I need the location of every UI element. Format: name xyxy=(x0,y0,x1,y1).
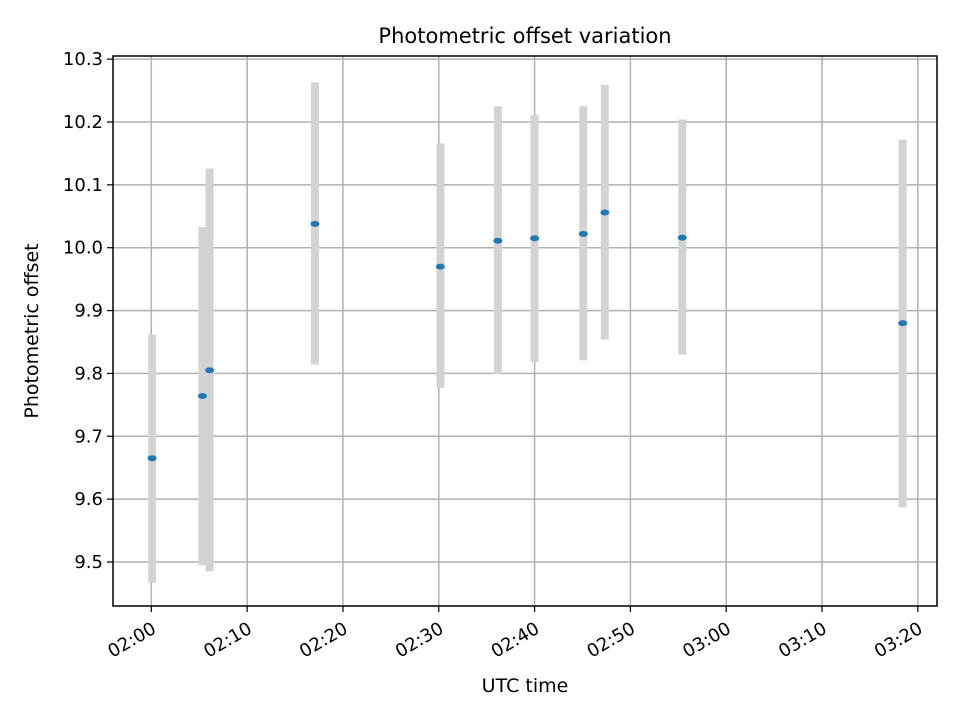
data-points xyxy=(147,209,908,462)
data-point xyxy=(197,393,207,400)
data-point xyxy=(578,230,588,237)
y-axis-label: Photometric offset xyxy=(21,243,43,418)
chart-title: Photometric offset variation xyxy=(378,24,671,48)
y-tick-label: 9.6 xyxy=(74,489,103,510)
data-point xyxy=(147,455,157,462)
y-tick-label: 9.5 xyxy=(74,552,103,573)
x-axis-label: UTC time xyxy=(482,675,569,697)
y-tick-label: 9.9 xyxy=(74,301,103,322)
y-tick-label: 10.3 xyxy=(63,49,103,70)
axes-frame xyxy=(112,55,938,607)
data-point xyxy=(677,234,687,241)
plot-frame xyxy=(112,55,938,607)
data-point xyxy=(898,320,908,327)
y-tick-label: 10.0 xyxy=(63,238,103,259)
grid xyxy=(113,56,937,606)
data-point xyxy=(600,209,610,216)
data-point xyxy=(435,263,445,270)
data-point xyxy=(205,367,215,374)
data-point xyxy=(310,220,320,227)
y-tick-label: 9.7 xyxy=(74,426,103,447)
data-point xyxy=(530,235,540,242)
y-tick-label: 9.8 xyxy=(74,363,103,384)
y-tick-label: 10.1 xyxy=(63,175,103,196)
data-point xyxy=(493,237,503,244)
y-tick-label: 10.2 xyxy=(63,112,103,133)
